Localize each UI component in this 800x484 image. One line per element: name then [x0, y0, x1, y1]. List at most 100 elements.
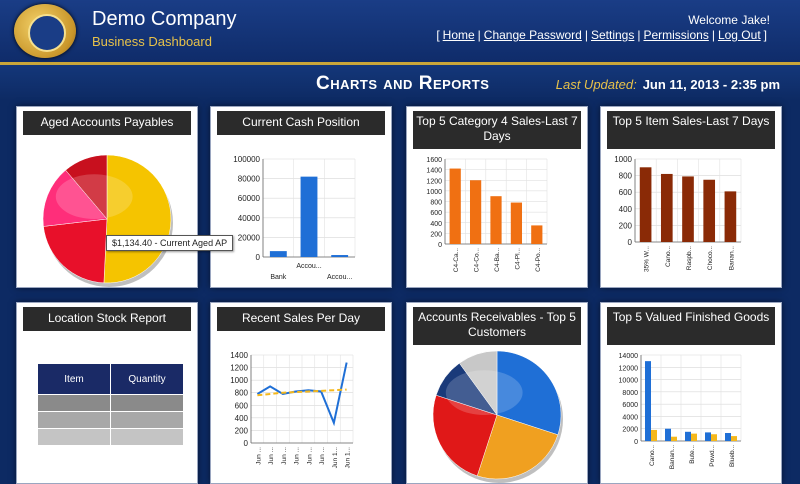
bar: [705, 432, 711, 441]
panel-stock[interactable]: Location Stock Report Item Quantity: [16, 302, 198, 484]
stock-header-item: Item: [37, 363, 111, 395]
y-tick-label: 12000: [619, 365, 639, 372]
panel-item[interactable]: Top 5 Item Sales-Last 7 Days 0 200 400 600 8…: [600, 106, 782, 288]
bar: [671, 436, 677, 441]
y-tick-label: 0: [628, 238, 633, 247]
x-tick-label: Banan...: [728, 246, 735, 270]
bar: [531, 225, 543, 244]
x-tick-label: C4-Ba...: [494, 248, 501, 272]
y-tick-label: 1200: [426, 178, 442, 185]
bar: [703, 179, 716, 242]
y-tick-label: 1600: [426, 157, 442, 164]
panel-cash[interactable]: Current Cash Position 0 20000 40000 60000 80…: [210, 106, 392, 288]
x-tick-label: C4-Ca...: [453, 248, 460, 272]
x-tick-label: C4-Pl...: [514, 248, 521, 270]
y-tick-label: 400: [430, 221, 442, 228]
pie-slice: [496, 350, 562, 436]
sales-day-chart[interactable]: 0 200 400 600 800 1000 1200 1400 Jun ... Jun ... J…: [211, 303, 391, 483]
last-updated: Last Updated: Jun 11, 2013 - 2:35 pm: [556, 77, 780, 92]
y-tick-label: 600: [235, 401, 249, 410]
pie-slice: [43, 218, 108, 284]
pie-slice: [103, 154, 172, 284]
bar: [490, 196, 502, 244]
cat4-chart[interactable]: 0 200 400 600 800 1000 1200 1400 1600 C4-Ca... C4-…: [407, 107, 587, 287]
x-tick-label: Jun 1...: [332, 447, 339, 469]
panel-sales-day[interactable]: Recent Sales Per Day 0 200 400 600 800 1000 12…: [210, 302, 392, 484]
x-tick-label: Bute...: [689, 445, 696, 464]
panel-finished[interactable]: Top 5 Valued Finished Goods 0 2000 4000 600…: [600, 302, 782, 484]
y-tick-label: 400: [619, 205, 633, 214]
company-name: Demo Company: [92, 8, 237, 30]
bar: [331, 255, 349, 257]
bar: [651, 429, 657, 441]
x-tick-label: Cano...: [649, 445, 656, 466]
table-row: [37, 394, 184, 412]
bar: [731, 436, 737, 441]
nav-change-password-link[interactable]: Change Password: [483, 28, 582, 42]
x-tick-label: Accou...: [296, 263, 321, 270]
y-tick-label: 1000: [426, 189, 442, 196]
bar: [711, 434, 717, 441]
y-tick-label: 1400: [426, 168, 442, 175]
bar: [682, 176, 694, 242]
nav-home-link[interactable]: Home: [442, 28, 475, 42]
y-tick-label: 1000: [230, 376, 248, 385]
x-tick-label: C4-Co...: [474, 248, 481, 272]
ar-chart[interactable]: [407, 303, 587, 483]
y-tick-label: 800: [430, 200, 442, 207]
last-updated-label: Last Updated:: [555, 77, 637, 92]
table-row: [37, 428, 184, 446]
y-tick-label: 1000: [614, 155, 632, 164]
bar: [469, 180, 482, 244]
panel-title-sales-day: Recent Sales Per Day: [217, 307, 385, 331]
pie-slice: [42, 169, 108, 227]
x-tick-label: Cano...: [665, 246, 672, 267]
nav-permissions-link[interactable]: Permissions: [643, 28, 709, 42]
y-tick-label: 100000: [233, 155, 260, 164]
bar: [645, 361, 651, 441]
finished-chart[interactable]: 0 2000 4000 6000 8000 10000 12000 14000 Cano... B…: [601, 303, 781, 483]
y-tick-label: 600: [619, 188, 633, 197]
aged-ap-chart[interactable]: [17, 107, 197, 287]
nav-settings-link[interactable]: Settings: [590, 28, 635, 42]
x-tick-label: Jun ...: [319, 447, 326, 465]
top-nav: [Home | Change Password | Settings | Permissio…: [436, 28, 767, 42]
pie-gloss: [445, 370, 523, 415]
panel-title-stock: Location Stock Report: [23, 307, 191, 331]
y-tick-label: 40000: [238, 214, 261, 223]
item-chart[interactable]: 0 200 400 600 800 1000 35% W... Cano... Raspb...…: [601, 107, 781, 287]
bar: [685, 431, 691, 441]
y-tick-label: 80000: [238, 175, 261, 184]
y-tick-label: 400: [235, 414, 249, 423]
pie-slice: [459, 350, 498, 416]
x-tick-label: C4-Po...: [535, 248, 542, 272]
x-tick-label: Accou...: [327, 274, 352, 281]
x-tick-label: Jun ...: [255, 447, 262, 465]
pie-slice: [476, 414, 559, 480]
y-tick-label: 14000: [619, 353, 639, 360]
company-logo: [14, 4, 76, 58]
y-tick-label: 600: [430, 210, 442, 217]
title-bar: Charts and Reports Last Updated: Jun 11, …: [0, 65, 800, 101]
x-tick-label: 35% W...: [644, 246, 651, 272]
y-tick-label: 200: [619, 221, 633, 230]
last-updated-value: Jun 11, 2013 - 2:35 pm: [642, 77, 780, 92]
pie-tooltip: $1,134.40 - Current Aged AP: [106, 235, 234, 251]
panel-ar[interactable]: Accounts Receivables - Top 5 Customers: [406, 302, 588, 484]
nav-logout-link[interactable]: Log Out: [717, 28, 761, 42]
x-tick-label: Powd...: [709, 445, 716, 467]
table-row: [37, 411, 184, 429]
panel-title-item: Top 5 Item Sales-Last 7 Days: [607, 111, 775, 149]
panel-title-finished: Top 5 Valued Finished Goods: [607, 307, 775, 345]
panel-title-ar: Accounts Receivables - Top 5 Customers: [413, 307, 581, 345]
bar: [269, 251, 287, 257]
x-tick-label: Choco...: [707, 246, 714, 270]
x-tick-label: Banan...: [669, 445, 676, 469]
y-tick-label: 10000: [619, 378, 639, 385]
cash-chart[interactable]: 0 20000 40000 60000 80000 100000 Bank Accou... A…: [211, 107, 391, 287]
panel-cat4[interactable]: Top 5 Category 4 Sales-Last 7 Days 0 200 4…: [406, 106, 588, 288]
x-tick-label: Jun ...: [294, 447, 301, 465]
pie-slice: [432, 394, 498, 477]
bar: [510, 202, 523, 244]
panel-aged-ap[interactable]: Aged Accounts Payables: [16, 106, 198, 288]
